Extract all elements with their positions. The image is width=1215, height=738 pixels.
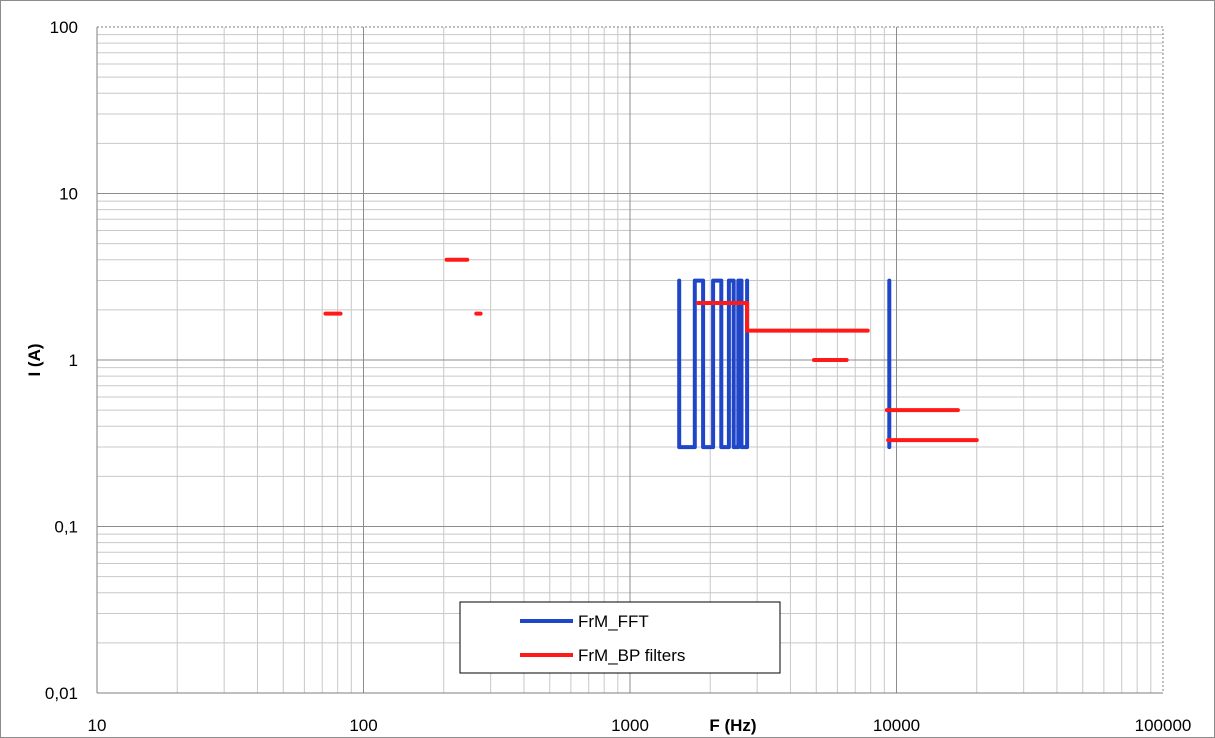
y-tick-label: 1 [69, 351, 78, 370]
legend-box [459, 601, 781, 674]
legend: FrM_FFT FrM_BP filters [459, 601, 781, 674]
series-layer [323, 257, 979, 450]
x-tick-label: 1000 [611, 716, 649, 735]
x-tick-label: 10 [88, 716, 107, 735]
y-tick-label: 0,1 [54, 518, 78, 537]
x-axis-title: F (Hz) [709, 716, 756, 735]
y-tick-label: 0,01 [45, 684, 78, 703]
series-line-frm-fft [677, 278, 750, 450]
x-tick-label: 100000 [1135, 716, 1192, 735]
y-axis-title: I (A) [25, 343, 44, 376]
legend-label-frm-fft: FrM_FFT [578, 612, 649, 631]
x-axis-tick-labels: 10 100 1000 10000 100000 [88, 716, 1192, 735]
plot-area-border [96, 26, 1164, 694]
x-tick-label: 10000 [873, 716, 920, 735]
x-tick-label: 100 [349, 716, 377, 735]
legend-label-frm-bp-filters: FrM_BP filters [578, 646, 685, 665]
y-tick-label: 10 [59, 185, 78, 204]
y-tick-label: 100 [50, 18, 78, 37]
y-axis-tick-labels: 0,01 0,1 1 10 100 [45, 18, 78, 703]
